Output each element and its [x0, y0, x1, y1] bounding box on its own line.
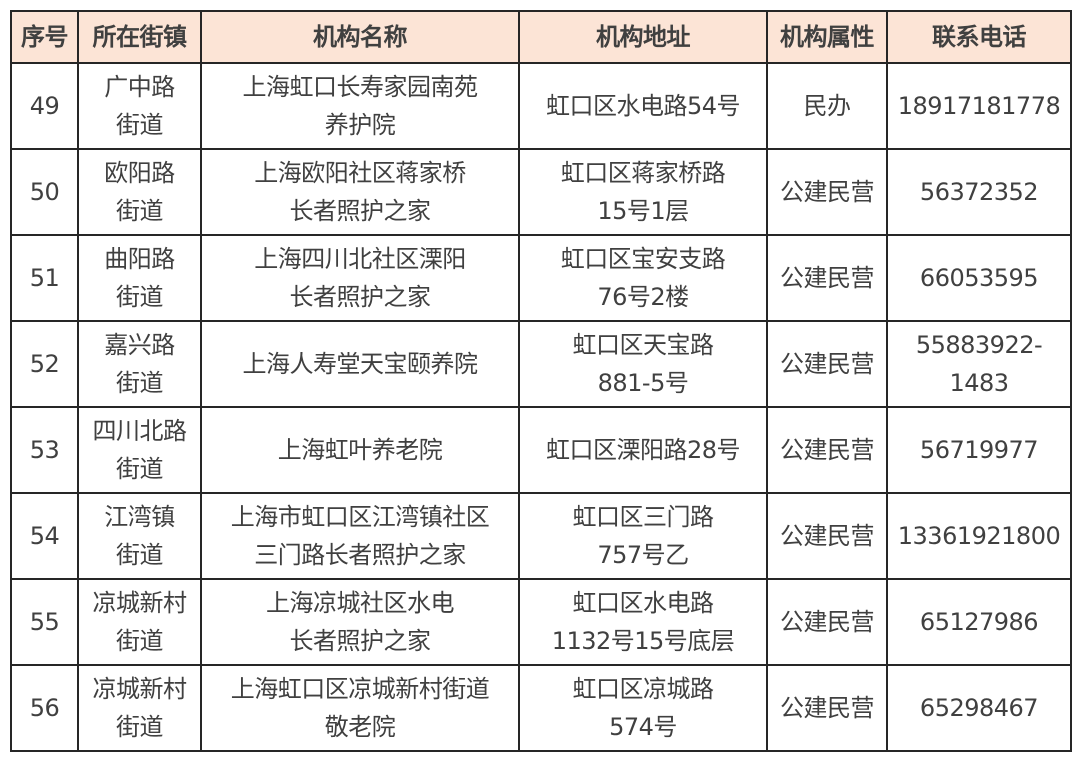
- cell-name: 上海欧阳社区蒋家桥 长者照护之家: [200, 148, 520, 236]
- cell-type: 公建民营: [766, 664, 888, 752]
- cell-phone: 56372352: [886, 148, 1072, 236]
- cell-phone: 66053595: [886, 234, 1072, 322]
- cell-phone: 65127986: [886, 578, 1072, 666]
- table-row: 49 广中路 街道 上海虹口长寿家园南苑 养护院 虹口区水电路54号 民办 1891718…: [10, 62, 1072, 150]
- table-row: 53 四川北路 街道 上海虹叶养老院 虹口区溧阳路28号 公建民营 56719977: [10, 406, 1072, 494]
- cell-type: 公建民营: [766, 406, 888, 494]
- cell-index: 50: [10, 148, 79, 236]
- cell-address: 虹口区凉城路 574号: [518, 664, 768, 752]
- cell-index: 55: [10, 578, 79, 666]
- cell-phone: 13361921800: [886, 492, 1072, 580]
- cell-index: 52: [10, 320, 79, 408]
- cell-name: 上海虹叶养老院: [200, 406, 520, 494]
- cell-type: 公建民营: [766, 320, 888, 408]
- cell-street: 曲阳路 街道: [77, 234, 202, 322]
- cell-street: 四川北路 街道: [77, 406, 202, 494]
- cell-index: 53: [10, 406, 79, 494]
- cell-index: 51: [10, 234, 79, 322]
- cell-address: 虹口区水电路 1132号15号底层: [518, 578, 768, 666]
- cell-name: 上海人寿堂天宝颐养院: [200, 320, 520, 408]
- cell-street: 凉城新村 街道: [77, 664, 202, 752]
- cell-index: 54: [10, 492, 79, 580]
- header-type: 机构属性: [766, 10, 888, 64]
- cell-type: 公建民营: [766, 148, 888, 236]
- cell-index: 49: [10, 62, 79, 150]
- header-index: 序号: [10, 10, 79, 64]
- header-address: 机构地址: [518, 10, 768, 64]
- cell-name: 上海四川北社区溧阳 长者照护之家: [200, 234, 520, 322]
- cell-address: 虹口区三门路 757号乙: [518, 492, 768, 580]
- cell-name: 上海市虹口区江湾镇社区 三门路长者照护之家: [200, 492, 520, 580]
- cell-type: 民办: [766, 62, 888, 150]
- table-row: 50 欧阳路 街道 上海欧阳社区蒋家桥 长者照护之家 虹口区蒋家桥路 15号1层 公建民…: [10, 148, 1072, 236]
- cell-phone: 65298467: [886, 664, 1072, 752]
- cell-name: 上海虹口区凉城新村街道 敬老院: [200, 664, 520, 752]
- table-row: 51 曲阳路 街道 上海四川北社区溧阳 长者照护之家 虹口区宝安支路 76号2楼 公建民…: [10, 234, 1072, 322]
- header-phone: 联系电话: [886, 10, 1072, 64]
- cell-phone: 55883922- 1483: [886, 320, 1072, 408]
- cell-address: 虹口区蒋家桥路 15号1层: [518, 148, 768, 236]
- cell-street: 江湾镇 街道: [77, 492, 202, 580]
- cell-street: 凉城新村 街道: [77, 578, 202, 666]
- header-name: 机构名称: [200, 10, 520, 64]
- cell-type: 公建民营: [766, 234, 888, 322]
- table-row: 55 凉城新村 街道 上海凉城社区水电 长者照护之家 虹口区水电路 1132号15号底…: [10, 578, 1072, 666]
- header-row: 序号 所在街镇 机构名称 机构地址 机构属性 联系电话: [10, 10, 1072, 64]
- cell-type: 公建民营: [766, 492, 888, 580]
- cell-index: 56: [10, 664, 79, 752]
- elderly-care-institutions-table: 序号 所在街镇 机构名称 机构地址 机构属性 联系电话 49 广中路 街道 上海虹口…: [10, 10, 1072, 752]
- cell-name: 上海虹口长寿家园南苑 养护院: [200, 62, 520, 150]
- cell-phone: 18917181778: [886, 62, 1072, 150]
- table-row: 52 嘉兴路 街道 上海人寿堂天宝颐养院 虹口区天宝路 881-5号 公建民营 55883…: [10, 320, 1072, 408]
- cell-address: 虹口区宝安支路 76号2楼: [518, 234, 768, 322]
- header-street: 所在街镇: [77, 10, 202, 64]
- cell-name: 上海凉城社区水电 长者照护之家: [200, 578, 520, 666]
- cell-phone: 56719977: [886, 406, 1072, 494]
- cell-type: 公建民营: [766, 578, 888, 666]
- table-row: 54 江湾镇 街道 上海市虹口区江湾镇社区 三门路长者照护之家 虹口区三门路 757号…: [10, 492, 1072, 580]
- cell-address: 虹口区天宝路 881-5号: [518, 320, 768, 408]
- cell-street: 嘉兴路 街道: [77, 320, 202, 408]
- cell-street: 欧阳路 街道: [77, 148, 202, 236]
- cell-address: 虹口区水电路54号: [518, 62, 768, 150]
- cell-street: 广中路 街道: [77, 62, 202, 150]
- table-row: 56 凉城新村 街道 上海虹口区凉城新村街道 敬老院 虹口区凉城路 574号 公建民营 6…: [10, 664, 1072, 752]
- cell-address: 虹口区溧阳路28号: [518, 406, 768, 494]
